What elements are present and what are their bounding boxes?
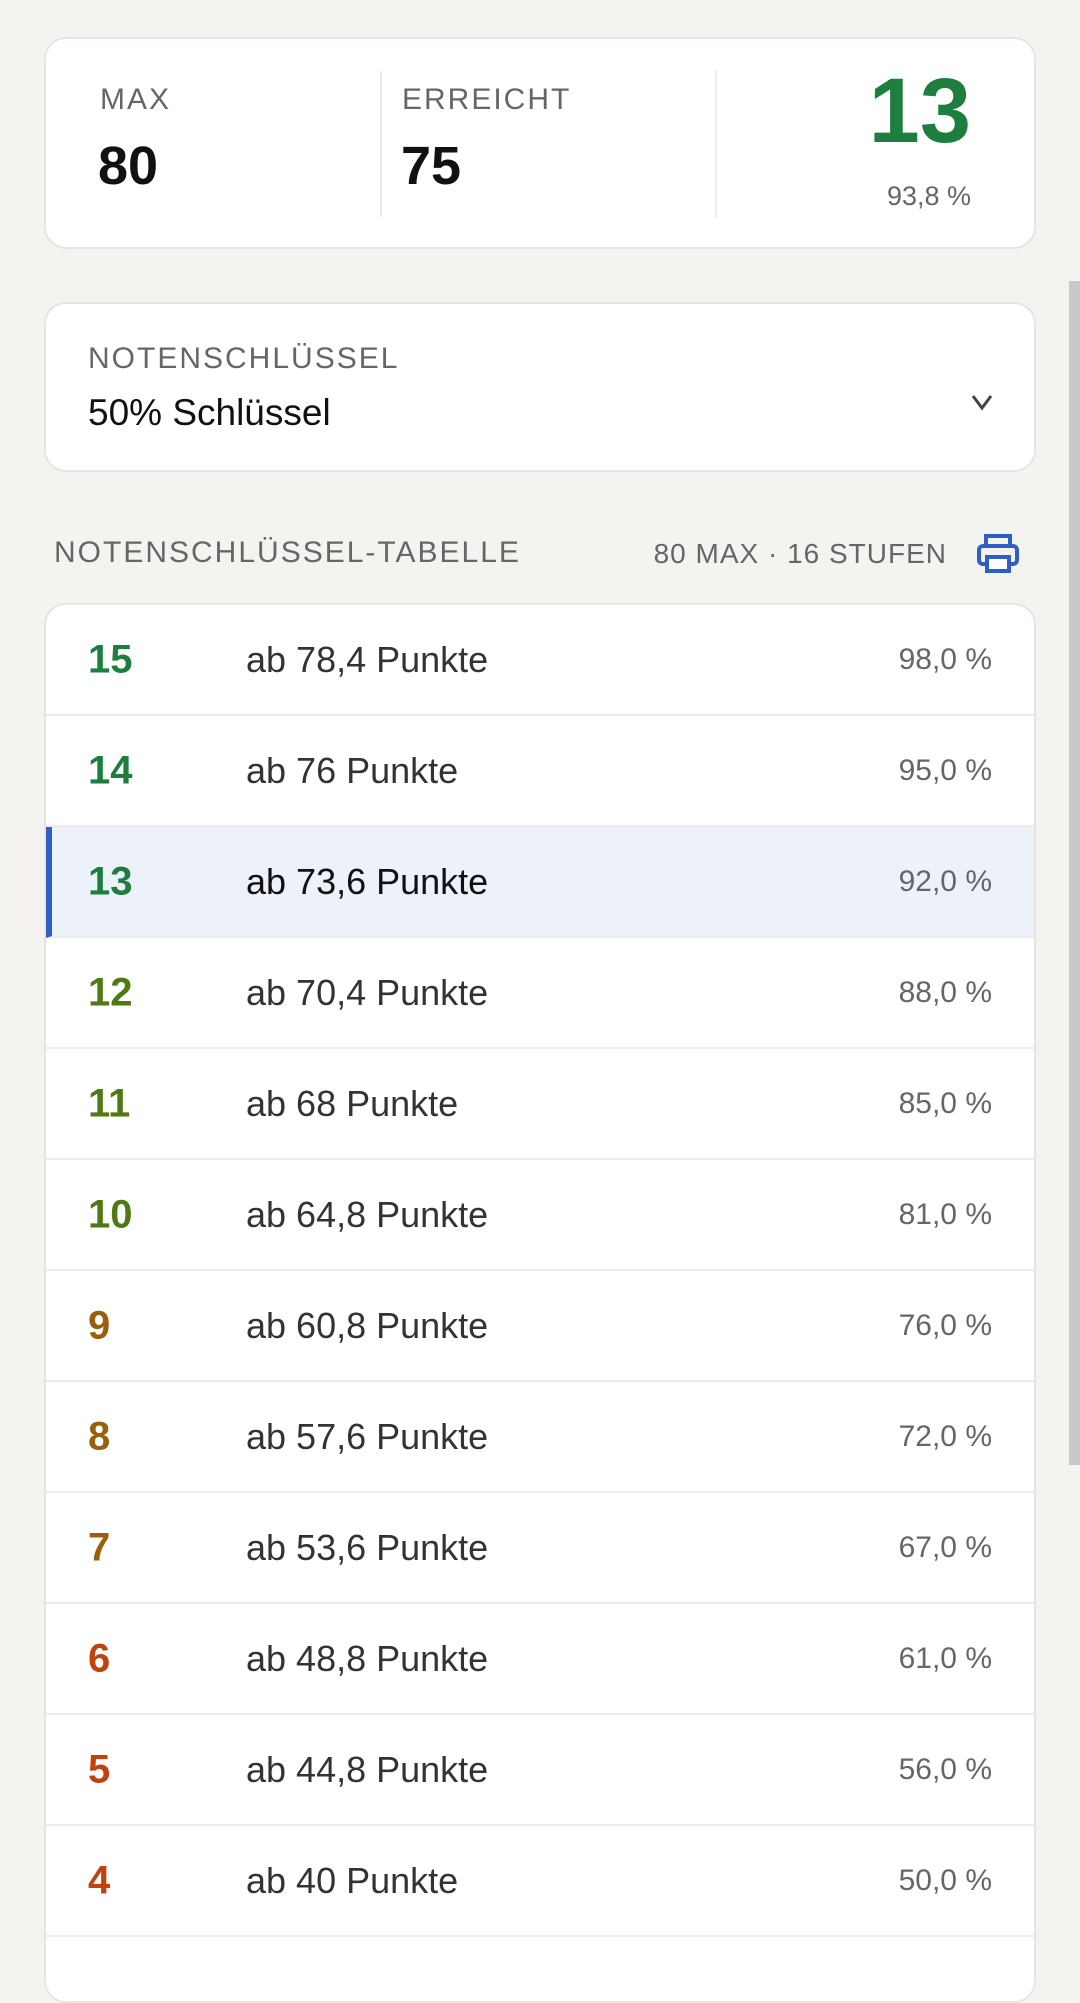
- grade-row: 10 ab 64,8 Punkte 81,0 %: [46, 1160, 1034, 1271]
- row-grade: 11: [88, 1081, 131, 1125]
- row-percent: 56,0 %: [898, 1752, 992, 1786]
- grade-row: 12 ab 70,4 Punkte 88,0 %: [46, 938, 1034, 1049]
- row-grade: 4: [88, 1858, 111, 1902]
- max-label: MAX: [100, 83, 172, 116]
- grade-row: 14 ab 76 Punkte 95,0 %: [46, 716, 1034, 827]
- row-grade: 13: [88, 859, 133, 903]
- row-percent: 61,0 %: [898, 1641, 992, 1675]
- row-grade: 5: [88, 1747, 111, 1791]
- grade-row: 15 ab 78,4 Punkte 98,0 %: [46, 605, 1034, 716]
- key-value: 50% Schlüssel: [88, 392, 331, 433]
- grade-row: 9 ab 60,8 Punkte 76,0 %: [46, 1271, 1034, 1382]
- grade-row: 8 ab 57,6 Punkte 72,0 %: [46, 1382, 1034, 1493]
- grade-row: 13 ab 73,6 Punkte 92,0 %: [46, 827, 1034, 938]
- row-text: ab 57,6 Punkte: [246, 1415, 489, 1457]
- row-text: ab 64,8 Punkte: [246, 1193, 489, 1235]
- row-text: ab 53,6 Punkte: [246, 1526, 489, 1568]
- print-button[interactable]: [976, 533, 1020, 575]
- summary-card: MAX 80 ERREICHT 75 13 93,8 %: [44, 37, 1036, 249]
- grade-table: 15 ab 78,4 Punkte 98,0 % 14 ab 76 Punkte 95,0…: [44, 603, 1036, 2003]
- row-grade: 7: [88, 1525, 111, 1569]
- row-text: ab 70,4 Punkte: [246, 971, 489, 1013]
- chevron: [971, 395, 993, 411]
- percent: 93,8 %: [886, 181, 971, 211]
- grade: 13: [868, 60, 971, 162]
- row-text: ab 73,6 Punkte: [246, 860, 489, 902]
- row-percent: 85,0 %: [898, 1086, 992, 1120]
- row-grade: 12: [88, 970, 133, 1014]
- key-select[interactable]: NOTENSCHLÜSSEL 50% Schlüssel: [44, 302, 1036, 472]
- row-text: ab 40 Punkte: [246, 1859, 459, 1901]
- row-grade: 6: [88, 1636, 111, 1680]
- row-text: ab 44,8 Punkte: [246, 1748, 489, 1790]
- row-text: ab 60,8 Punkte: [246, 1304, 489, 1346]
- grade-row: 5 ab 44,8 Punkte 56,0 %: [46, 1715, 1034, 1826]
- divider: [380, 71, 382, 217]
- key-label: NOTENSCHLÜSSEL: [88, 342, 400, 375]
- grade-row: 7 ab 53,6 Punkte 67,0 %: [46, 1493, 1034, 1604]
- scrollbar: [1069, 281, 1080, 1465]
- row-percent: 67,0 %: [898, 1530, 992, 1564]
- row-percent: 98,0 %: [898, 642, 992, 676]
- row-grade: 14: [88, 748, 133, 792]
- row-text: ab 76 Punkte: [246, 749, 459, 791]
- row-grade: 8: [88, 1414, 111, 1458]
- row-percent: 76,0 %: [898, 1308, 992, 1342]
- row-percent: 95,0 %: [898, 753, 992, 787]
- row-text: ab 48,8 Punkte: [246, 1637, 489, 1679]
- row-grade: 15: [88, 637, 133, 681]
- row-grade: 10: [88, 1192, 133, 1236]
- row-text: ab 78,4 Punkte: [246, 638, 489, 680]
- row-text: ab 68 Punkte: [246, 1082, 459, 1124]
- max-value: 80: [98, 136, 159, 196]
- page: MAX 80 ERREICHT 75 13 93,8 % NOTENSCHLÜS…: [44, 37, 1080, 2003]
- grade-row: 6 ab 48,8 Punkte 61,0 %: [46, 1604, 1034, 1715]
- row-percent: 50,0 %: [898, 1863, 992, 1897]
- row-percent: 72,0 %: [898, 1419, 992, 1453]
- grade-row: 4 ab 40 Punkte 50,0 %: [46, 1826, 1034, 1937]
- reached-label: ERREICHT: [402, 83, 572, 116]
- table-meta: 80 MAX · 16 STUFEN: [653, 538, 947, 569]
- row-percent: 92,0 %: [898, 864, 992, 898]
- table-title: NOTENSCHLÜSSEL-TABELLE: [54, 536, 521, 569]
- reached-value: 75: [401, 136, 462, 196]
- row-percent: 88,0 %: [898, 975, 992, 1009]
- divider: [715, 71, 717, 217]
- row-percent: 81,0 %: [898, 1197, 992, 1231]
- row-grade: 9: [88, 1303, 111, 1347]
- grade-row: 11 ab 68 Punkte 85,0 %: [46, 1049, 1034, 1160]
